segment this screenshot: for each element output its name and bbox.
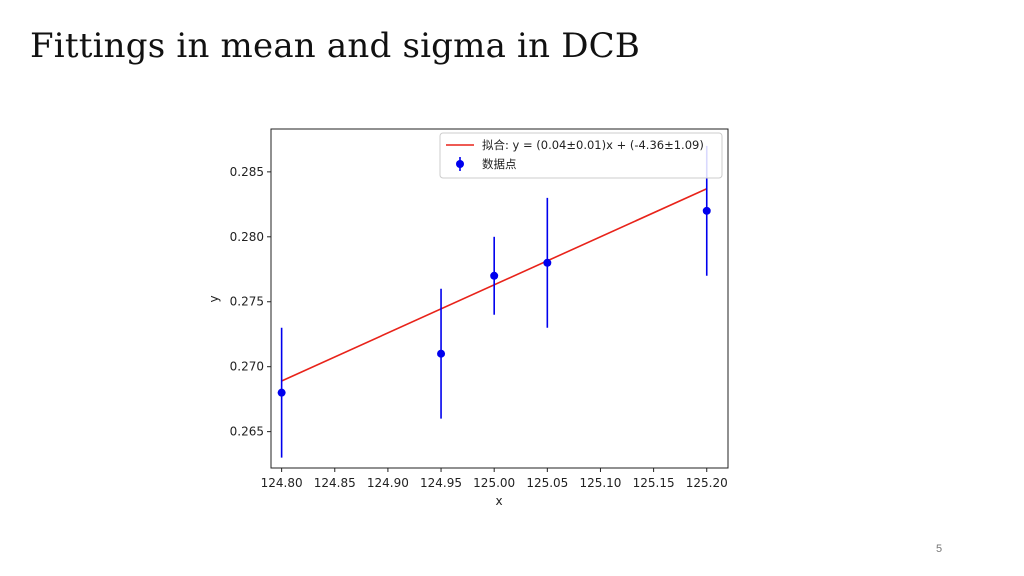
x-tick-label: 124.90 <box>367 476 409 490</box>
x-axis-label: x <box>495 494 502 508</box>
x-tick-label: 125.15 <box>633 476 675 490</box>
data-point <box>277 388 286 397</box>
axes-layer: 124.80 124.85 124.90 124.95 125.00 125.05 125.… <box>230 128 729 490</box>
x-tick-label: 125.00 <box>473 476 515 490</box>
slide-title: Fittings in mean and sigma in DCB <box>30 26 641 66</box>
legend-label-data: 数据点 <box>482 157 517 171</box>
x-tick-label: 124.95 <box>420 476 462 490</box>
page-number: 5 <box>936 543 943 555</box>
data-point <box>490 271 499 280</box>
data-point <box>543 258 552 267</box>
x-tick-label: 124.85 <box>314 476 356 490</box>
data-point <box>437 349 446 358</box>
plot-frame <box>270 128 729 469</box>
y-axis-label: y <box>207 295 221 302</box>
x-tick-label: 125.20 <box>686 476 728 490</box>
y-tick-label: 0.270 <box>230 360 264 374</box>
y-tick-label: 0.265 <box>230 425 264 439</box>
y-tick-label: 0.275 <box>230 295 264 309</box>
x-tick-label: 125.10 <box>579 476 621 490</box>
legend: 拟合: y = (0.04±0.01)x + (-4.36±1.09) 数据点 <box>439 132 723 179</box>
plot-layer <box>277 145 711 458</box>
x-tick-label: 125.05 <box>526 476 568 490</box>
data-point <box>702 206 711 215</box>
legend-box <box>439 132 723 179</box>
x-tick-label: 124.80 <box>261 476 303 490</box>
y-tick-label: 0.285 <box>230 165 264 179</box>
legend-label-fit: 拟合: y = (0.04±0.01)x + (-4.36±1.09) <box>482 138 704 152</box>
legend-marker-swatch <box>456 160 464 168</box>
y-tick-label: 0.280 <box>230 230 264 244</box>
